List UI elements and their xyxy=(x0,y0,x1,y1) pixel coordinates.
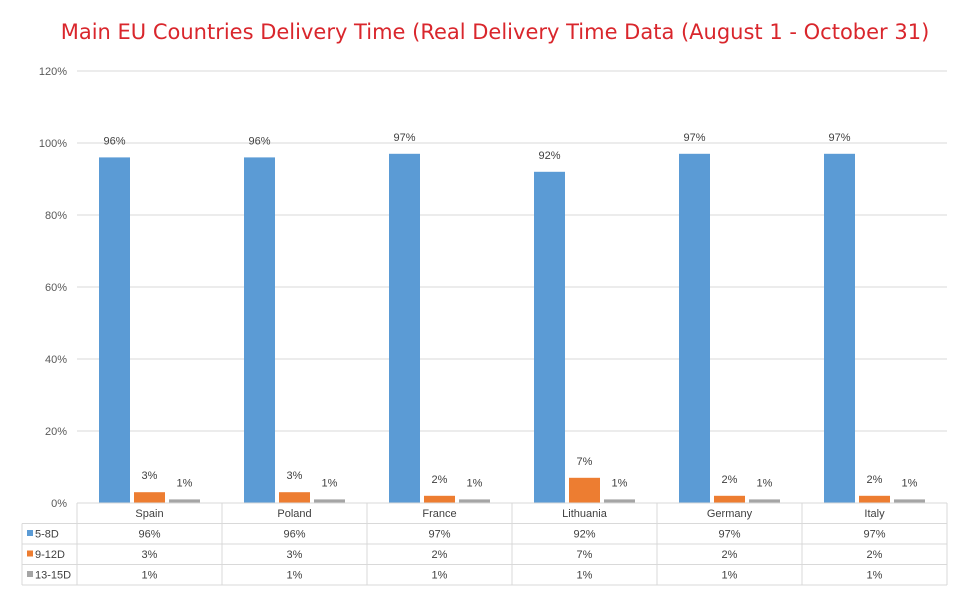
category-label: Lithuania xyxy=(562,508,608,520)
category-label: Spain xyxy=(135,508,163,520)
table-value: 1% xyxy=(432,570,448,582)
table-value: 3% xyxy=(287,549,303,561)
category-label: Italy xyxy=(864,508,885,520)
legend-label: 5-8D xyxy=(35,529,59,541)
bar-9-12D-Germany xyxy=(714,495,745,503)
bar-5-8D-Germany xyxy=(679,153,710,504)
bar-9-12D-Italy xyxy=(859,495,890,503)
table-value: 1% xyxy=(577,570,593,582)
bar-5-8D-Spain xyxy=(99,157,130,503)
bar-9-12D-Spain xyxy=(134,492,165,503)
table-value: 97% xyxy=(428,529,450,541)
data-label: 1% xyxy=(322,477,338,489)
category-label: Poland xyxy=(277,508,311,520)
gridlines xyxy=(77,70,947,504)
bar-5-8D-France xyxy=(389,153,420,504)
bar-5-8D-Italy xyxy=(824,153,855,504)
data-label: 92% xyxy=(538,150,560,162)
table-value: 1% xyxy=(722,570,738,582)
data-label: 1% xyxy=(467,477,483,489)
table-value: 2% xyxy=(432,549,448,561)
bar-13-15D-Lithuania xyxy=(604,499,635,503)
y-tick-label: 0% xyxy=(51,498,67,510)
legend-key xyxy=(27,571,33,577)
y-tick-label: 120% xyxy=(39,66,67,78)
data-label: 1% xyxy=(902,477,918,489)
data-label: 97% xyxy=(683,132,705,144)
y-tick-label: 60% xyxy=(45,282,67,294)
data-label: 2% xyxy=(867,474,883,486)
category-label: Germany xyxy=(707,508,753,520)
bar-13-15D-Spain xyxy=(169,499,200,503)
data-label: 1% xyxy=(757,477,773,489)
bar-9-12D-France xyxy=(424,495,455,503)
data-label: 96% xyxy=(248,135,270,147)
y-tick-label: 100% xyxy=(39,138,67,150)
table-value: 96% xyxy=(138,529,160,541)
table-value: 97% xyxy=(718,529,740,541)
table-value: 1% xyxy=(287,570,303,582)
data-labels: 96% 3% 1% 96% 3% 1% 97% 2% 1% 92% 7% 1% 97% 2% 1% 97% 2%… xyxy=(103,132,917,490)
y-tick-label: 40% xyxy=(45,354,67,366)
data-label: 3% xyxy=(287,470,303,482)
table-value: 7% xyxy=(577,549,593,561)
y-tick-label: 80% xyxy=(45,210,67,222)
table-value: 1% xyxy=(142,570,158,582)
bar-5-8D-Lithuania xyxy=(534,171,565,504)
table-value: 2% xyxy=(722,549,738,561)
category-label: France xyxy=(422,508,456,520)
data-label: 1% xyxy=(177,477,193,489)
bar-13-15D-Poland xyxy=(314,499,345,503)
y-axis: 0% 20% 40% 60% 80% 100% 120% xyxy=(39,66,67,510)
data-table: Spain Poland France Lithuania Germany Italy 5-… xyxy=(21,502,948,586)
bar-9-12D-Poland xyxy=(279,492,310,503)
table-value: 3% xyxy=(142,549,158,561)
data-label: 2% xyxy=(432,474,448,486)
chart-title: Main EU Countries Delivery Time (Real De… xyxy=(60,20,930,44)
table-value: 97% xyxy=(863,529,885,541)
legend-label: 9-12D xyxy=(35,549,65,561)
data-label: 1% xyxy=(612,477,628,489)
y-tick-label: 20% xyxy=(45,426,67,438)
data-label: 7% xyxy=(577,456,593,468)
data-label: 96% xyxy=(103,135,125,147)
table-value: 2% xyxy=(867,549,883,561)
table-value: 92% xyxy=(573,529,595,541)
legend-label: 13-15D xyxy=(35,570,71,582)
table-value: 96% xyxy=(283,529,305,541)
bar-5-8D-Poland xyxy=(244,157,275,503)
bar-9-12D-Lithuania xyxy=(569,477,600,503)
bar-13-15D-France xyxy=(459,499,490,503)
legend-key xyxy=(27,530,33,536)
data-label: 97% xyxy=(828,132,850,144)
bar-13-15D-Germany xyxy=(749,499,780,503)
data-label: 97% xyxy=(393,132,415,144)
bars xyxy=(99,153,925,504)
bar-13-15D-Italy xyxy=(894,499,925,503)
legend-key xyxy=(27,550,33,557)
data-label: 3% xyxy=(142,470,158,482)
table-value: 1% xyxy=(867,570,883,582)
data-label: 2% xyxy=(722,474,738,486)
